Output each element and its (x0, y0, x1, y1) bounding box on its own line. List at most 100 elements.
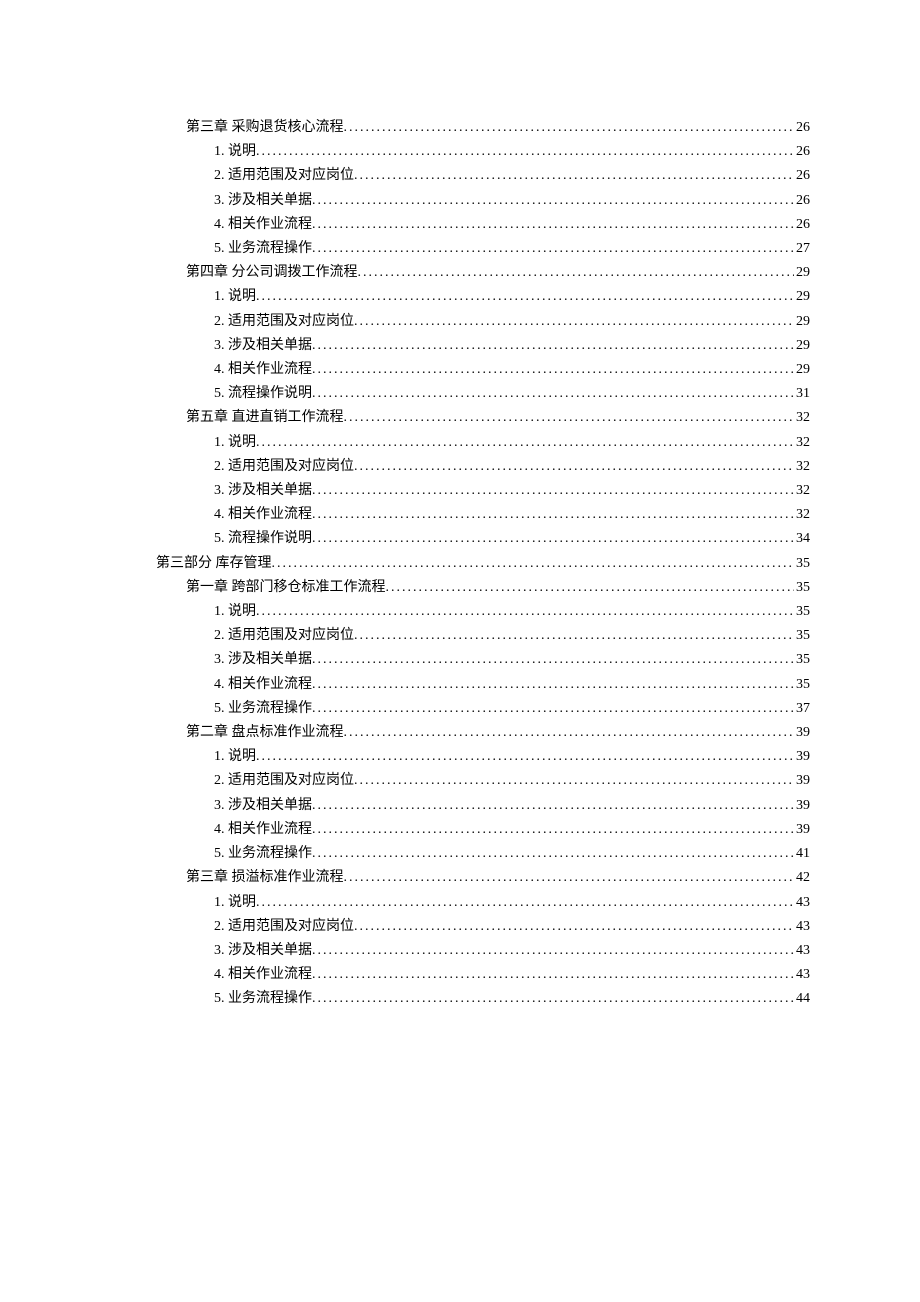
toc-entry-label: 3. 涉及相关单据 (214, 939, 312, 963)
toc-entry-label: 4. 相关作业流程 (214, 963, 312, 987)
toc-entry-label: 4. 相关作业流程 (214, 673, 312, 697)
toc-entry: 第二章 盘点标准作业流程 39 (156, 721, 810, 745)
toc-leader-dots (256, 431, 794, 455)
toc-entry: 4. 相关作业流程26 (156, 213, 810, 237)
toc-leader-dots (344, 721, 795, 745)
toc-entry-label: 1. 说明 (214, 891, 256, 915)
toc-entry: 2. 适用范围及对应岗位 26 (156, 164, 810, 188)
toc-entry: 4. 相关作业流程39 (156, 818, 810, 842)
toc-leader-dots (312, 842, 794, 866)
toc-entry: 2. 适用范围及对应岗位39 (156, 769, 810, 793)
toc-entry-page: 29 (794, 285, 810, 309)
toc-entry-label: 5. 流程操作说明 (214, 527, 312, 551)
toc-entry: 第三章 损溢标准作业流程 42 (156, 866, 810, 890)
toc-leader-dots (256, 745, 794, 769)
toc-leader-dots (312, 648, 794, 672)
toc-entry-page: 42 (794, 866, 810, 890)
toc-leader-dots (312, 673, 794, 697)
toc-entry-page: 39 (794, 721, 810, 745)
toc-leader-dots (312, 963, 794, 987)
toc-leader-dots (312, 939, 794, 963)
toc-leader-dots (312, 503, 794, 527)
toc-leader-dots (354, 769, 794, 793)
toc-entry: 第三部分 库存管理 35 (156, 552, 810, 576)
toc-entry-page: 35 (794, 673, 810, 697)
toc-leader-dots (386, 576, 795, 600)
toc-leader-dots (272, 552, 795, 576)
toc-entry-label: 第三章 损溢标准作业流程 (186, 866, 344, 890)
toc-entry-label: 5. 业务流程操作 (214, 842, 312, 866)
toc-entry-page: 35 (794, 624, 810, 648)
toc-entry-page: 32 (794, 431, 810, 455)
toc-leader-dots (344, 116, 795, 140)
toc-entry-label: 1. 说明 (214, 140, 256, 164)
toc-entry-label: 2. 适用范围及对应岗位 (214, 164, 354, 188)
toc-entry: 4. 相关作业流程29 (156, 358, 810, 382)
toc-entry: 3. 涉及相关单据29 (156, 334, 810, 358)
toc-entry: 2. 适用范围及对应岗位29 (156, 310, 810, 334)
toc-leader-dots (354, 915, 794, 939)
toc-entry: 1. 说明39 (156, 745, 810, 769)
toc-entry: 4. 相关作业流程 35 (156, 673, 810, 697)
toc-leader-dots (354, 164, 794, 188)
toc-entry: 4. 相关作业流程32 (156, 503, 810, 527)
toc-leader-dots (312, 213, 794, 237)
toc-entry-page: 43 (794, 915, 810, 939)
toc-entry-page: 26 (794, 140, 810, 164)
toc-entry: 1. 说明32 (156, 431, 810, 455)
toc-entry: 3. 涉及相关单据32 (156, 479, 810, 503)
toc-entry: 3. 涉及相关单据 26 (156, 189, 810, 213)
toc-entry-page: 39 (794, 818, 810, 842)
toc-leader-dots (312, 527, 794, 551)
toc-entry-label: 1. 说明 (214, 600, 256, 624)
toc-entry-label: 2. 适用范围及对应岗位 (214, 455, 354, 479)
toc-leader-dots (312, 237, 794, 261)
toc-entry-page: 26 (794, 189, 810, 213)
toc-entry-label: 4. 相关作业流程 (214, 503, 312, 527)
toc-entry: 4. 相关作业流程43 (156, 963, 810, 987)
toc-leader-dots (312, 334, 794, 358)
toc-entry-label: 4. 相关作业流程 (214, 358, 312, 382)
toc-entry-page: 37 (794, 697, 810, 721)
toc-entry: 3. 涉及相关单据 43 (156, 939, 810, 963)
table-of-contents: 第三章 采购退货核心流程261. 说明262. 适用范围及对应岗位263. 涉及… (156, 116, 810, 1012)
toc-leader-dots (256, 285, 794, 309)
toc-entry-page: 31 (794, 382, 810, 406)
toc-entry-label: 5. 流程操作说明 (214, 382, 312, 406)
toc-entry: 第一章 跨部门移仓标准工作流程35 (156, 576, 810, 600)
toc-entry: 5. 业务流程操作 41 (156, 842, 810, 866)
toc-entry-page: 35 (794, 576, 810, 600)
toc-entry-label: 4. 相关作业流程 (214, 213, 312, 237)
toc-entry-page: 35 (794, 552, 810, 576)
toc-entry-page: 35 (794, 600, 810, 624)
toc-entry-page: 26 (794, 164, 810, 188)
toc-leader-dots (312, 382, 794, 406)
toc-leader-dots (312, 358, 794, 382)
toc-leader-dots (312, 479, 794, 503)
toc-entry-page: 29 (794, 310, 810, 334)
toc-entry-label: 第二章 盘点标准作业流程 (186, 721, 344, 745)
toc-entry: 5. 业务流程操作44 (156, 987, 810, 1011)
toc-entry: 2. 适用范围及对应岗位35 (156, 624, 810, 648)
toc-entry-label: 2. 适用范围及对应岗位 (214, 915, 354, 939)
toc-entry-label: 3. 涉及相关单据 (214, 334, 312, 358)
toc-entry-page: 35 (794, 648, 810, 672)
toc-leader-dots (312, 697, 794, 721)
toc-entry: 第四章 分公司调拨工作流程29 (156, 261, 810, 285)
toc-entry-label: 3. 涉及相关单据 (214, 189, 312, 213)
toc-entry-label: 第四章 分公司调拨工作流程 (186, 261, 358, 285)
toc-leader-dots (354, 455, 794, 479)
toc-entry-page: 41 (794, 842, 810, 866)
toc-entry: 1. 说明43 (156, 891, 810, 915)
toc-leader-dots (256, 140, 794, 164)
toc-entry-label: 3. 涉及相关单据 (214, 794, 312, 818)
toc-entry-page: 43 (794, 939, 810, 963)
toc-entry-label: 第三部分 库存管理 (156, 552, 272, 576)
toc-leader-dots (354, 624, 794, 648)
toc-entry: 5. 流程操作说明 31 (156, 382, 810, 406)
toc-entry-page: 39 (794, 769, 810, 793)
toc-entry: 5. 业务流程操作27 (156, 237, 810, 261)
toc-leader-dots (256, 891, 794, 915)
toc-entry-page: 32 (794, 406, 810, 430)
toc-entry-label: 第五章 直进直销工作流程 (186, 406, 344, 430)
